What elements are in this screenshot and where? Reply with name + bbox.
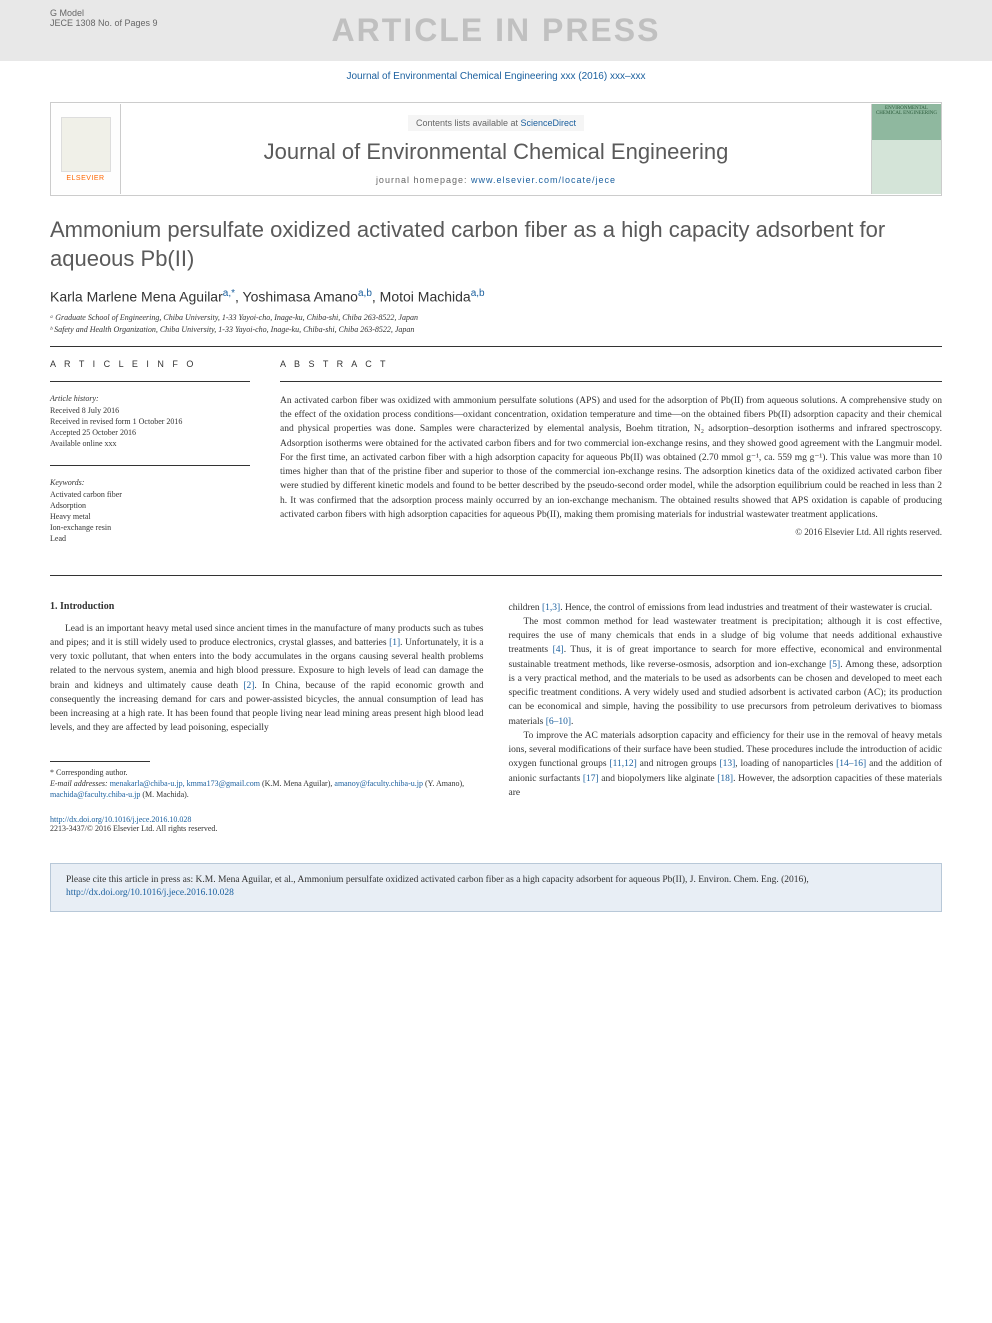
keywords-section: Keywords: Activated carbon fiber Adsorpt… — [50, 478, 250, 545]
elsevier-logo: ELSEVIER — [51, 104, 121, 194]
ref-link[interactable]: [6–10] — [546, 717, 571, 727]
body-column-left: 1. Introduction Lead is an important hea… — [50, 601, 484, 834]
divider-thick — [50, 575, 942, 576]
body-columns: 1. Introduction Lead is an important hea… — [50, 601, 942, 834]
press-header: G Model JECE 1308 No. of Pages 9 ARTICLE… — [0, 0, 992, 61]
abstract-header: A B S T R A C T — [280, 359, 942, 369]
elsevier-text: ELSEVIER — [66, 175, 104, 182]
history-title: Article history: — [50, 394, 250, 403]
abstract-section: A B S T R A C T An activated carbon fibe… — [280, 359, 942, 560]
journal-name: Journal of Environmental Chemical Engine… — [131, 139, 861, 165]
ref-link[interactable]: [4] — [553, 645, 564, 655]
ref-link[interactable]: [18] — [717, 774, 733, 784]
body-paragraph: Lead is an important heavy metal used si… — [50, 622, 484, 736]
body-paragraph: children [1,3]. Hence, the control of em… — [509, 601, 943, 615]
ref-link[interactable]: [1,3] — [542, 603, 560, 613]
history-item: Available online xxx — [50, 438, 250, 449]
ref-link[interactable]: [5] — [829, 660, 840, 670]
ref-link[interactable]: [13] — [719, 759, 735, 769]
keywords-title: Keywords: — [50, 478, 250, 487]
doi-link[interactable]: http://dx.doi.org/10.1016/j.jece.2016.10… — [50, 815, 191, 824]
divider — [50, 381, 250, 382]
history-item: Received in revised form 1 October 2016 — [50, 416, 250, 427]
cover-thumb-title: ENVIRONMENTAL CHEMICAL ENGINEERING — [872, 104, 941, 118]
authors: Karla Marlene Mena Aguilara,*, Yoshimasa… — [50, 288, 942, 305]
article-info-header: A R T I C L E I N F O — [50, 359, 250, 369]
sciencedirect-link[interactable]: ScienceDirect — [521, 118, 577, 128]
keyword: Activated carbon fiber — [50, 489, 250, 500]
keyword: Heavy metal — [50, 511, 250, 522]
divider — [50, 465, 250, 466]
affiliation-b: ᵇ Safety and Health Organization, Chiba … — [50, 325, 942, 334]
homepage-prefix: journal homepage: — [376, 175, 471, 185]
journal-homepage: journal homepage: www.elsevier.com/locat… — [131, 175, 861, 185]
keyword: Ion-exchange resin — [50, 522, 250, 533]
ref-link[interactable]: [14–16] — [836, 759, 866, 769]
article-content: Ammonium persulfate oxidized activated c… — [50, 216, 942, 833]
email-link[interactable]: menakarla@chiba-u.jp, kmma173@gmail.com — [110, 779, 260, 788]
ref-link[interactable]: [17] — [583, 774, 599, 784]
elsevier-tree-icon — [61, 117, 111, 172]
ref-link[interactable]: [1] — [389, 638, 400, 648]
ref-link[interactable]: [2] — [243, 681, 254, 691]
body-column-right: children [1,3]. Hence, the control of em… — [509, 601, 943, 834]
history-item: Received 8 July 2016 — [50, 405, 250, 416]
email-link[interactable]: amanoy@faculty.chiba-u.jp — [334, 779, 423, 788]
footnote-emails: E-mail addresses: menakarla@chiba-u.jp, … — [50, 778, 484, 800]
citation-line: Journal of Environmental Chemical Engine… — [0, 61, 992, 92]
journal-header-center: Contents lists available at ScienceDirec… — [121, 103, 871, 195]
ref-link[interactable]: [11,12] — [609, 759, 636, 769]
doi-section: http://dx.doi.org/10.1016/j.jece.2016.10… — [50, 815, 484, 833]
article-info: A R T I C L E I N F O Article history: R… — [50, 359, 250, 560]
info-abstract-row: A R T I C L E I N F O Article history: R… — [50, 359, 942, 560]
section-heading: 1. Introduction — [50, 601, 484, 612]
footnote-corresponding: * Corresponding author. — [50, 767, 484, 778]
gmodel-line2: JECE 1308 No. of Pages 9 — [50, 18, 158, 28]
abstract-copyright: © 2016 Elsevier Ltd. All rights reserved… — [280, 527, 942, 537]
journal-header-box: ELSEVIER Contents lists available at Sci… — [50, 102, 942, 196]
gmodel-info: G Model JECE 1308 No. of Pages 9 — [50, 8, 158, 28]
divider — [50, 346, 942, 347]
footnote-separator — [50, 761, 150, 762]
email-link[interactable]: machida@faculty.chiba-u.jp — [50, 790, 140, 799]
article-history: Article history: Received 8 July 2016 Re… — [50, 394, 250, 450]
keyword: Lead — [50, 533, 250, 544]
cover-thumbnail: ENVIRONMENTAL CHEMICAL ENGINEERING — [871, 104, 941, 194]
gmodel-line1: G Model — [50, 8, 158, 18]
keyword: Adsorption — [50, 500, 250, 511]
article-title: Ammonium persulfate oxidized activated c… — [50, 216, 942, 273]
affiliation-a: ᵃ Graduate School of Engineering, Chiba … — [50, 313, 942, 322]
body-paragraph: To improve the AC materials adsorption c… — [509, 729, 943, 800]
abstract-text: An activated carbon fiber was oxidized w… — [280, 394, 942, 522]
contents-prefix: Contents lists available at — [416, 118, 521, 128]
history-item: Accepted 25 October 2016 — [50, 427, 250, 438]
cite-doi-link[interactable]: http://dx.doi.org/10.1016/j.jece.2016.10… — [66, 888, 234, 898]
homepage-link[interactable]: www.elsevier.com/locate/jece — [471, 175, 616, 185]
doi-copyright: 2213-3437/© 2016 Elsevier Ltd. All right… — [50, 824, 484, 833]
body-paragraph: The most common method for lead wastewat… — [509, 615, 943, 729]
cite-text: Please cite this article in press as: K.… — [66, 875, 809, 885]
divider — [280, 381, 942, 382]
email-label: E-mail addresses: — [50, 779, 110, 788]
contents-lists: Contents lists available at ScienceDirec… — [408, 115, 584, 131]
cite-box: Please cite this article in press as: K.… — [50, 863, 942, 912]
